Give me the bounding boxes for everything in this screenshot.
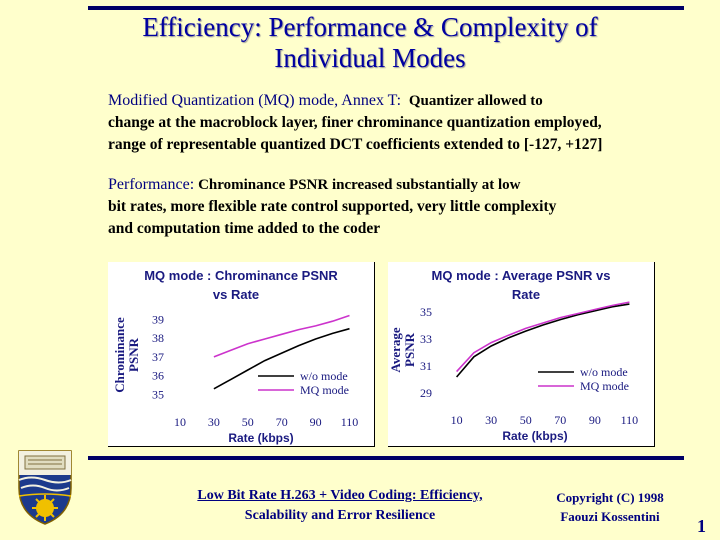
chart-title-line-1: MQ mode : Average PSNR vs bbox=[432, 268, 611, 283]
copyright-line-1: Copyright (C) 1998 bbox=[556, 490, 664, 505]
legend-entry: w/o mode bbox=[580, 365, 628, 379]
legend-entry: w/o mode bbox=[300, 369, 348, 383]
x-axis-label: Rate (kbps) bbox=[228, 431, 293, 445]
perf-lead: Performance: bbox=[108, 176, 195, 193]
series-line-wo-mode bbox=[455, 303, 630, 378]
x-tick-label: 110 bbox=[621, 413, 639, 427]
course-title: Low Bit Rate H.263 + Video Coding: Effic… bbox=[160, 486, 520, 526]
crest-shield-icon bbox=[18, 450, 72, 525]
mq-paragraph: Modified Quantization (MQ) mode, Annex T… bbox=[108, 90, 698, 156]
title-line-1: Efficiency: Performance & Complexity of bbox=[142, 12, 598, 42]
x-tick-label: 10 bbox=[174, 415, 186, 429]
bottom-rule bbox=[88, 456, 684, 460]
perf-text-1: Chrominance PSNR increased substantially… bbox=[198, 177, 521, 193]
legend-entry: MQ mode bbox=[580, 379, 629, 393]
y-axis-label-line-2: PSNR bbox=[126, 337, 141, 372]
y-tick-label: 29 bbox=[420, 386, 432, 400]
x-tick-label: 30 bbox=[485, 413, 497, 427]
perf-text-3: and computation time added to the coder bbox=[108, 220, 381, 237]
y-tick-label: 33 bbox=[420, 332, 432, 346]
copyright: Copyright (C) 1998 Faouzi Kossentini bbox=[540, 488, 680, 526]
chart-title-line-2: Rate bbox=[512, 287, 540, 302]
chart-title-line-1: MQ mode : Chrominance PSNR bbox=[144, 268, 338, 283]
mq-text-1: Quantizer allowed to bbox=[408, 93, 543, 109]
x-tick-label: 90 bbox=[589, 413, 601, 427]
chart-title-line-2: vs Rate bbox=[213, 287, 259, 302]
x-tick-label: 70 bbox=[276, 415, 288, 429]
performance-paragraph: Performance: Chrominance PSNR increased … bbox=[108, 174, 698, 240]
mq-text-2: change at the macroblock layer, finer ch… bbox=[108, 114, 602, 131]
y-tick-label: 36 bbox=[152, 369, 164, 383]
course-line-1: Low Bit Rate H.263 + Video Coding: Effic… bbox=[197, 488, 483, 503]
y-axis-label: Average PSNR bbox=[388, 327, 417, 372]
x-tick-label: 30 bbox=[208, 415, 220, 429]
legend-entry: MQ mode bbox=[300, 383, 349, 397]
chart-average-psnr-svg: MQ mode : Average PSNR vs Rate Average PSNR… bbox=[388, 268, 639, 443]
series-line-mq-mode bbox=[456, 301, 630, 373]
perf-text-2: bit rates, more flexible rate control su… bbox=[108, 198, 557, 215]
series-line-mq-mode bbox=[213, 314, 350, 358]
y-axis-label-line-1: Average bbox=[388, 327, 403, 372]
y-tick-label: 38 bbox=[152, 331, 164, 345]
x-tick-label: 50 bbox=[242, 415, 254, 429]
y-tick-label: 31 bbox=[420, 359, 432, 373]
y-axis-label-line-2: PSNR bbox=[402, 332, 417, 367]
x-axis-label: Rate (kbps) bbox=[502, 429, 567, 443]
x-tick-label: 70 bbox=[554, 413, 566, 427]
course-line-2: Scalability and Error Resilience bbox=[244, 508, 436, 523]
page-number: 1 bbox=[697, 516, 706, 536]
chart-chrominance-psnr-svg: MQ mode : Chrominance PSNR vs Rate Chromin… bbox=[112, 268, 359, 445]
chart-average-psnr: MQ mode : Average PSNR vs Rate Average PSNR… bbox=[388, 262, 655, 447]
top-rule bbox=[88, 6, 684, 10]
chart-chrominance-psnr: MQ mode : Chrominance PSNR vs Rate Chromin… bbox=[108, 262, 375, 447]
x-tick-label: 50 bbox=[520, 413, 532, 427]
slide-title: Efficiency: Performance & Complexity of … bbox=[90, 12, 650, 74]
x-tick-label: 10 bbox=[451, 413, 463, 427]
mq-text-3: range of representable quantized DCT coe… bbox=[108, 136, 603, 153]
x-tick-label: 90 bbox=[310, 415, 322, 429]
y-axis-label: Chrominance PSNR bbox=[112, 317, 141, 393]
y-tick-label: 37 bbox=[152, 350, 164, 364]
title-line-2: Individual Modes bbox=[274, 43, 466, 73]
y-tick-label: 35 bbox=[420, 305, 432, 319]
series-line-wo-mode bbox=[213, 327, 350, 390]
y-tick-label: 35 bbox=[152, 387, 164, 401]
y-tick-label: 39 bbox=[152, 312, 164, 326]
copyright-line-2: Faouzi Kossentini bbox=[560, 509, 660, 524]
mq-lead: Modified Quantization (MQ) mode, Annex T… bbox=[108, 92, 402, 109]
y-axis-label-line-1: Chrominance bbox=[112, 317, 127, 393]
x-tick-label: 110 bbox=[341, 415, 359, 429]
university-crest bbox=[16, 448, 74, 526]
